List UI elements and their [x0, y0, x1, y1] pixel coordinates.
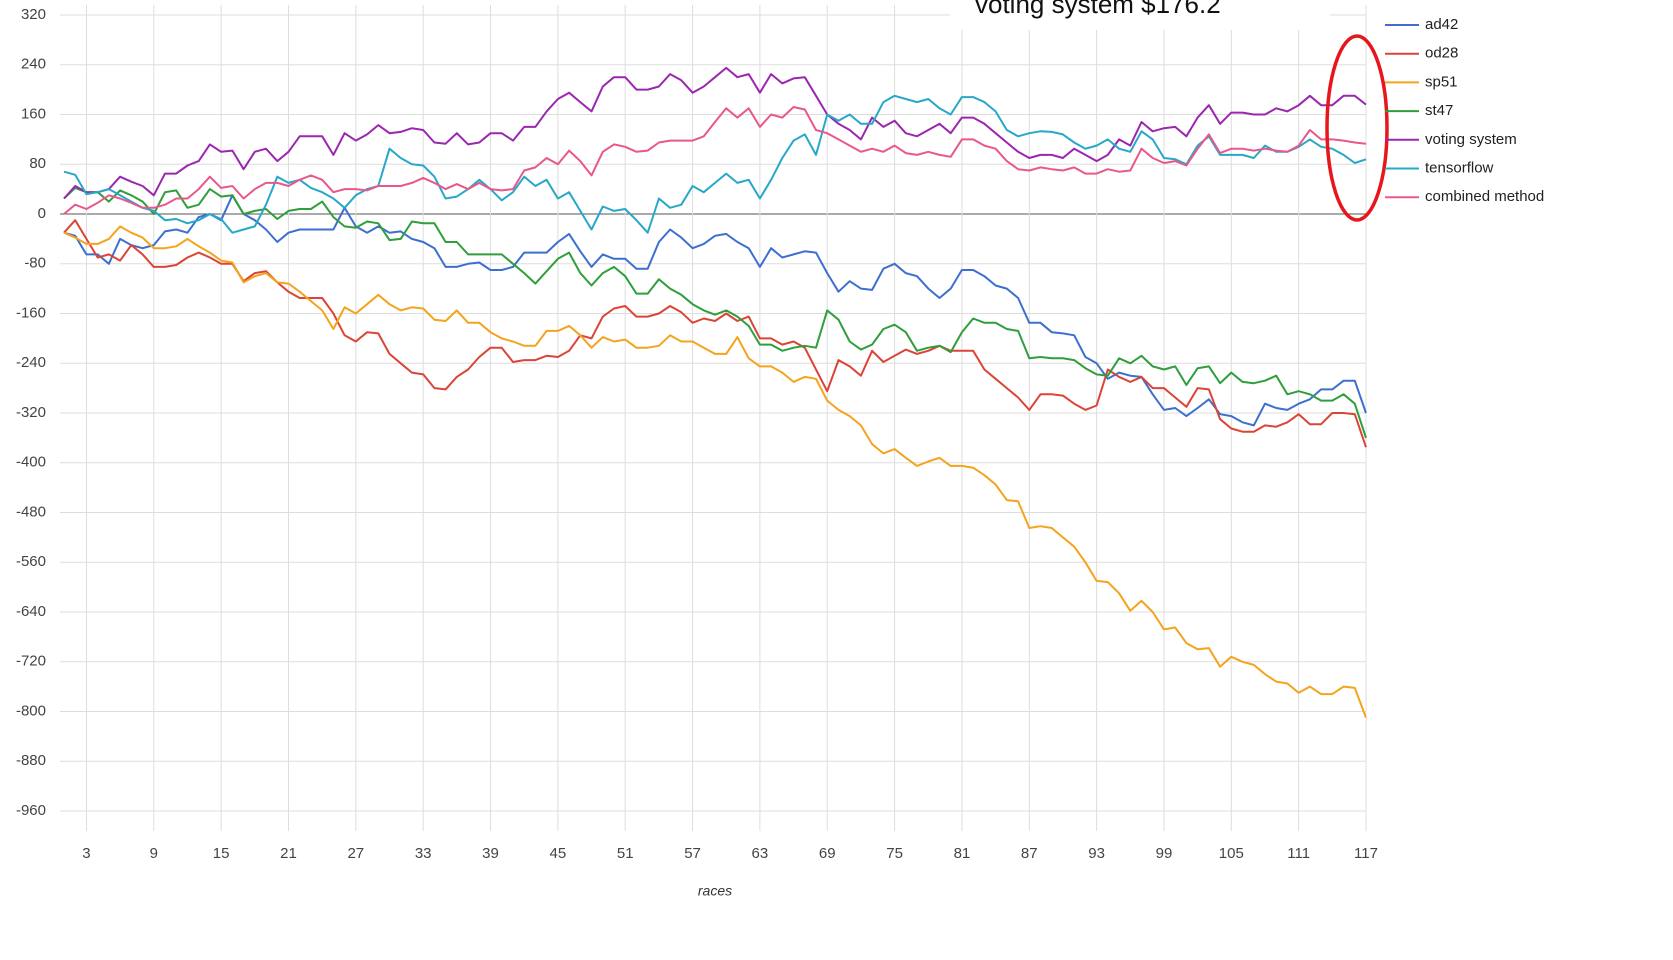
- legend-label: ad42: [1425, 16, 1458, 33]
- y-tick-label: -880: [16, 752, 46, 769]
- y-tick-label: -720: [16, 653, 46, 670]
- y-tick-label: -160: [16, 304, 46, 321]
- x-tick-label: 75: [886, 845, 903, 862]
- grid: 320 240 160 80 0 -80 -160 -240 -320 -400 -480 -560 -…: [16, 5, 1378, 862]
- series-line: [63, 106, 1367, 215]
- legend-label: od28: [1425, 45, 1458, 62]
- series-line: [63, 186, 1367, 439]
- x-tick-label: 81: [954, 845, 971, 862]
- annotation-box: [950, 0, 1330, 30]
- series-line: [63, 225, 1367, 719]
- y-tick-label: -640: [16, 603, 46, 620]
- x-tick-label: 45: [550, 845, 567, 862]
- legend-label: st47: [1425, 102, 1453, 119]
- legend-label: sp51: [1425, 73, 1458, 90]
- y-tick-label: -320: [16, 404, 46, 421]
- x-tick-label: 21: [280, 845, 297, 862]
- y-tick-label: 240: [21, 56, 46, 73]
- lines: [63, 66, 1367, 719]
- series-line: [63, 219, 1367, 448]
- series-line: [63, 94, 1367, 234]
- x-tick-label: 33: [415, 845, 432, 862]
- y-tick-label: -480: [16, 503, 46, 520]
- x-axis-label: races: [698, 883, 732, 899]
- x-tick-label: 57: [684, 845, 701, 862]
- y-tick-label: 0: [38, 205, 46, 222]
- x-tick-label: 39: [482, 845, 499, 862]
- x-tick-label: 117: [1354, 845, 1378, 862]
- legend-label: combined method: [1425, 188, 1544, 205]
- y-tick-label: -560: [16, 553, 46, 570]
- y-tick-label: 80: [29, 155, 46, 172]
- x-tick-label: 93: [1088, 845, 1105, 862]
- y-tick-label: -80: [24, 255, 46, 272]
- x-tick-label: 69: [819, 845, 836, 862]
- series-line: [63, 66, 1367, 200]
- highlight-ellipse: [1325, 34, 1389, 222]
- y-tick-label: -240: [16, 354, 46, 371]
- x-tick-label: 15: [213, 845, 230, 862]
- x-tick-label: 51: [617, 845, 634, 862]
- x-tick-label: 105: [1219, 845, 1244, 862]
- series-line: [63, 194, 1367, 427]
- x-tick-label: 27: [347, 845, 364, 862]
- y-tick-label: 320: [21, 6, 46, 23]
- annotation: voting system $176.2: [975, 0, 1221, 19]
- legend-label: voting system: [1425, 131, 1517, 148]
- x-tick-label: 99: [1156, 845, 1173, 862]
- x-tick-label: 3: [82, 845, 90, 862]
- y-tick-label: 160: [21, 105, 46, 122]
- x-tick-label: 9: [150, 845, 158, 862]
- x-tick-label: 63: [752, 845, 769, 862]
- x-tick-label: 111: [1287, 845, 1310, 862]
- y-tick-label: -960: [16, 802, 46, 819]
- y-tick-label: -400: [16, 454, 46, 471]
- x-tick-label: 87: [1021, 845, 1038, 862]
- y-tick-label: -800: [16, 702, 46, 719]
- legend-label: tensorflow: [1425, 159, 1494, 176]
- legend: ad42 od28 sp51 st47 voting system tensorflow c…: [1385, 16, 1544, 205]
